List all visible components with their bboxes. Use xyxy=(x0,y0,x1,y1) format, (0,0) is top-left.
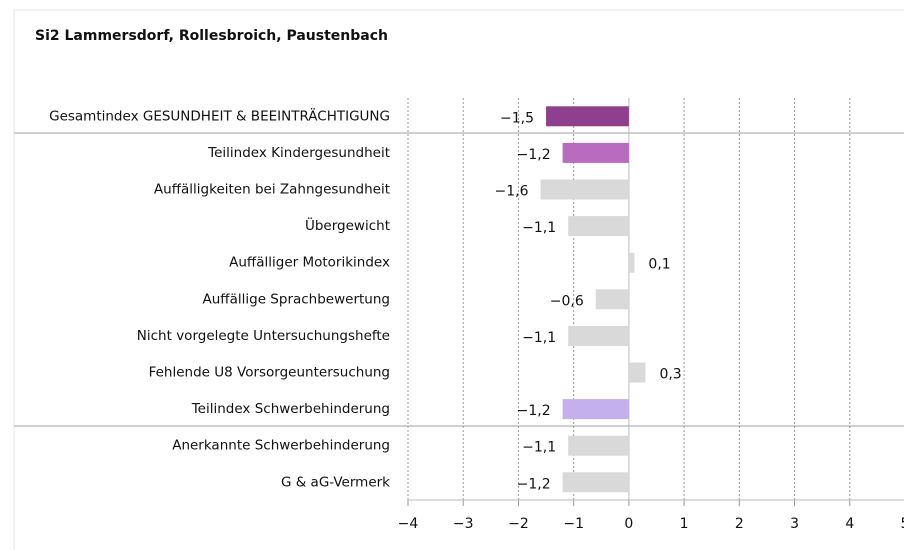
bar xyxy=(540,179,629,200)
chart-title: Si2 Lammersdorf, Rollesbroich, Paustenba… xyxy=(35,28,388,44)
category-label: Nicht vorgelegte Untersuchungshefte xyxy=(137,328,390,344)
category-label: G & aG-Vermerk xyxy=(281,474,390,490)
value-label: −1,5 xyxy=(500,110,534,126)
value-label: −0,6 xyxy=(550,293,584,309)
value-label: −1,2 xyxy=(517,403,551,419)
category-label: Übergewicht xyxy=(305,216,390,234)
panel-frame xyxy=(13,9,904,550)
bar xyxy=(568,325,629,346)
value-label: 0,1 xyxy=(648,257,670,273)
x-tick-label: 5 xyxy=(901,516,904,532)
bar xyxy=(562,399,629,420)
value-label: −1,2 xyxy=(517,476,551,492)
x-tick-label: 0 xyxy=(624,516,633,532)
bar xyxy=(628,252,635,273)
value-label: −1,6 xyxy=(495,184,529,200)
category-label: Fehlende U8 Vorsorgeuntersuchung xyxy=(149,365,390,381)
x-tick-label: 1 xyxy=(680,516,689,532)
x-tick-label: −1 xyxy=(563,516,584,532)
category-label: Teilindex Schwerbehinderung xyxy=(191,401,390,417)
value-label: −1,2 xyxy=(517,147,551,163)
x-tick-label: −4 xyxy=(398,516,419,532)
category-label: Auffällige Sprachbewertung xyxy=(203,291,390,307)
value-label: −1,1 xyxy=(522,440,556,456)
x-tick-label: −3 xyxy=(453,516,474,532)
category-label: Anerkannte Schwerbehinderung xyxy=(172,438,390,454)
x-tick-label: 4 xyxy=(845,516,854,532)
bar xyxy=(628,362,646,383)
category-label: Auffälliger Motorikindex xyxy=(229,255,390,271)
bar xyxy=(595,289,629,310)
bar xyxy=(562,142,629,163)
category-label: Teilindex Kindergesundheit xyxy=(207,145,390,161)
category-label: Auffälligkeiten bei Zahngesundheit xyxy=(154,182,390,198)
x-tick-label: 3 xyxy=(790,516,799,532)
category-label: Gesamtindex GESUNDHEIT & BEEINTRÄCHTIGUN… xyxy=(49,106,390,124)
bar xyxy=(546,106,629,127)
x-tick-label: 2 xyxy=(735,516,744,532)
value-label: 0,3 xyxy=(659,367,681,383)
value-label: −1,1 xyxy=(522,330,556,346)
value-label: −1,1 xyxy=(522,220,556,236)
bar xyxy=(568,216,629,237)
bar xyxy=(568,435,629,456)
bar xyxy=(562,472,629,493)
x-tick-label: −2 xyxy=(508,516,529,532)
